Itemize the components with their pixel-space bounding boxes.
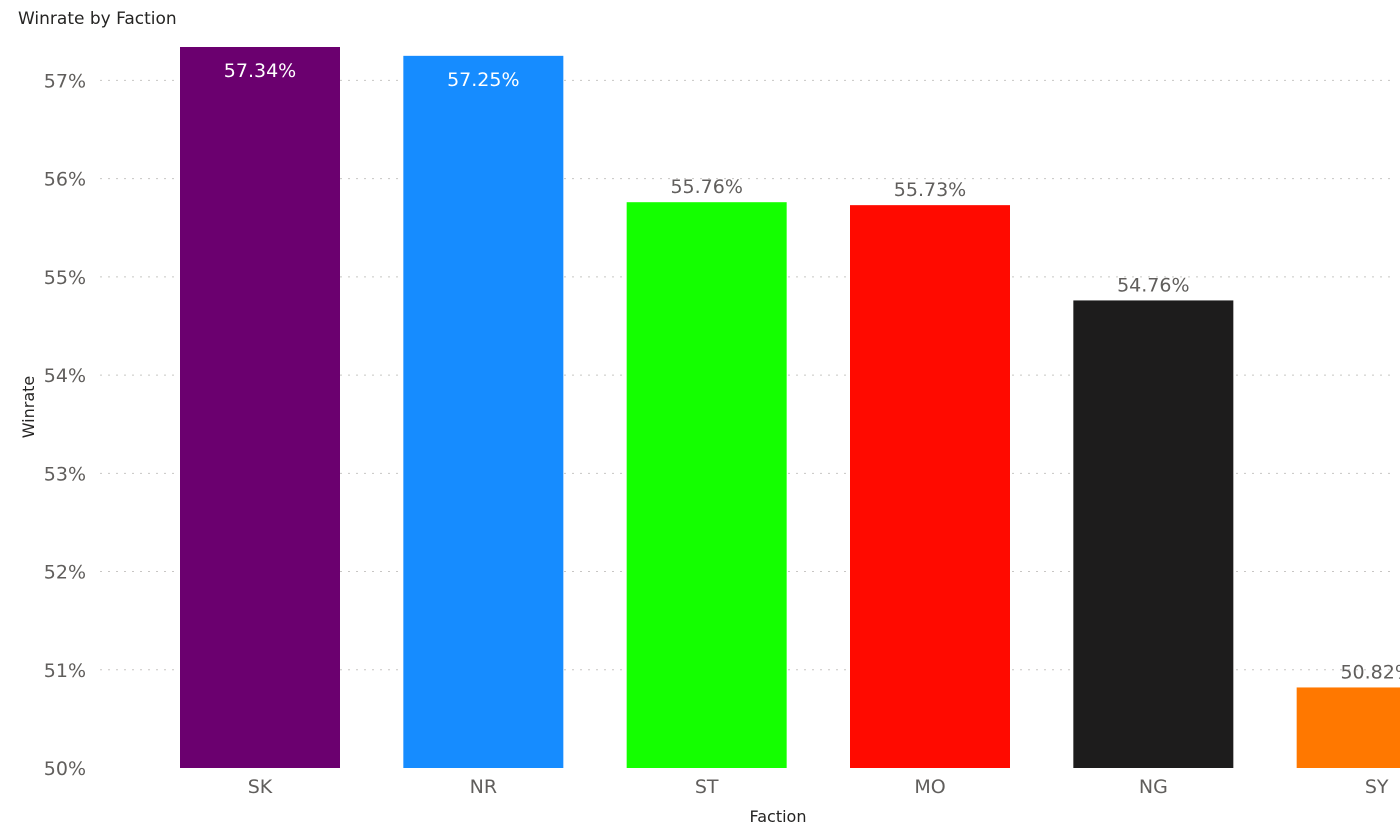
x-tick-label: NG bbox=[1139, 776, 1168, 798]
y-tick-label: 54% bbox=[44, 365, 86, 387]
y-axis: 50% 51% 52% 53% 54% 55% 56% 57% bbox=[44, 70, 86, 780]
data-labels: 57.34% 57.25% 55.76% 55.73% 54.76% 50.82% bbox=[224, 60, 1400, 683]
x-axis-title: Faction bbox=[750, 807, 807, 826]
bar-mo[interactable] bbox=[850, 205, 1010, 768]
x-tick-label: MO bbox=[914, 776, 945, 798]
data-label-sk: 57.34% bbox=[224, 60, 296, 82]
y-tick-label: 51% bbox=[44, 660, 86, 682]
x-tick-label: ST bbox=[695, 776, 719, 798]
bars bbox=[180, 47, 1400, 769]
x-tick-label: NR bbox=[470, 776, 497, 798]
bar-sy[interactable] bbox=[1296, 687, 1400, 768]
data-label-st: 55.76% bbox=[670, 176, 742, 198]
y-tick-label: 50% bbox=[44, 758, 86, 780]
bar-nr[interactable] bbox=[403, 55, 564, 769]
y-tick-label: 56% bbox=[44, 169, 86, 191]
data-label-mo: 55.73% bbox=[894, 179, 966, 201]
y-tick-label: 55% bbox=[44, 267, 86, 289]
y-tick-label: 53% bbox=[44, 463, 86, 485]
x-tick-label: SY bbox=[1365, 776, 1389, 798]
data-label-sy: 50.82% bbox=[1340, 661, 1400, 683]
y-tick-label: 57% bbox=[44, 70, 86, 92]
bar-st[interactable] bbox=[626, 202, 787, 768]
chart-title: Winrate by Faction bbox=[18, 9, 177, 29]
y-tick-label: 52% bbox=[44, 562, 86, 584]
bar-ng[interactable] bbox=[1073, 300, 1234, 768]
data-label-ng: 54.76% bbox=[1117, 274, 1189, 296]
x-tick-label: SK bbox=[248, 776, 273, 798]
data-label-nr: 57.25% bbox=[447, 69, 519, 91]
x-axis: SK NR ST MO NG SY bbox=[248, 776, 1389, 798]
y-axis-title: Winrate bbox=[19, 376, 38, 439]
bar-sk[interactable] bbox=[180, 47, 340, 768]
